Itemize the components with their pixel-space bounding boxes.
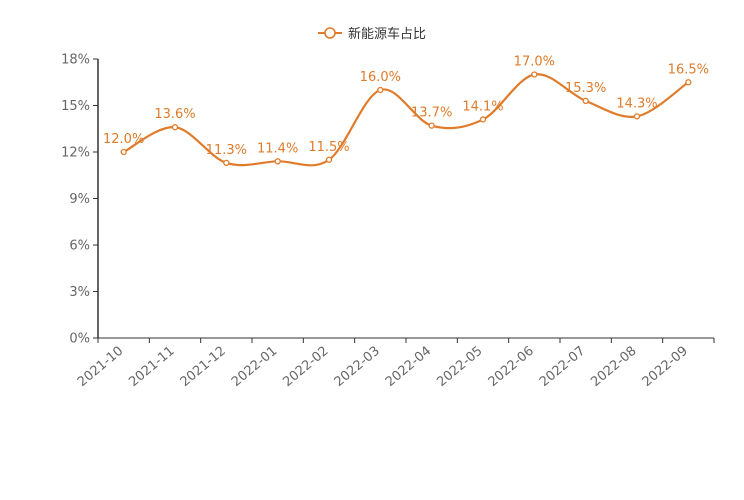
data-point[interactable]	[685, 79, 692, 86]
y-tick-label: 3%	[69, 285, 90, 300]
data-point[interactable]	[223, 159, 230, 167]
x-tick-label: 2022-03	[332, 344, 383, 390]
data-point[interactable]	[531, 71, 538, 78]
x-tick-label: 2022-08	[588, 344, 639, 390]
y-tick-label: 6%	[69, 239, 90, 254]
data-label: 17.0%	[514, 55, 555, 70]
x-tick-label: 2022-02	[280, 344, 331, 390]
y-tick-label: 12%	[61, 146, 90, 161]
data-point[interactable]	[274, 158, 281, 165]
data-label: 14.3%	[616, 96, 657, 111]
data-label: 11.5%	[308, 140, 349, 155]
data-point[interactable]	[633, 113, 641, 120]
x-tick-label: 2021-11	[126, 344, 177, 390]
x-tick-label: 2022-01	[229, 344, 280, 390]
series-layer	[120, 71, 692, 167]
x-tick-label: 2022-05	[434, 344, 485, 390]
data-point[interactable]	[582, 97, 589, 104]
legend[interactable]: 新能源车占比	[318, 26, 426, 42]
x-tick-label: 2022-09	[640, 344, 691, 390]
data-label: 11.3%	[206, 143, 247, 158]
data-label: 16.0%	[360, 70, 401, 85]
y-tick-label: 9%	[69, 192, 90, 207]
x-tick-label: 2022-06	[486, 344, 537, 390]
x-tick-label: 2022-04	[383, 344, 434, 390]
data-label: 15.3%	[565, 81, 606, 96]
x-tick-label: 2022-07	[537, 344, 588, 390]
y-tick-label: 0%	[69, 332, 90, 347]
data-label: 13.7%	[411, 106, 452, 121]
data-point[interactable]	[479, 116, 487, 123]
y-tick-label: 15%	[61, 99, 90, 114]
legend-label: 新能源车占比	[348, 26, 426, 42]
y-tick-label: 18%	[61, 53, 90, 68]
data-label: 12.0%	[103, 132, 144, 147]
data-label: 13.6%	[154, 107, 195, 122]
data-point[interactable]	[428, 122, 435, 129]
data-label: 16.5%	[668, 62, 709, 77]
x-tick-label: 2021-10	[75, 344, 126, 390]
x-tick-label: 2021-12	[178, 344, 229, 390]
data-labels: 12.0% 13.6% 11.3% 11.4% 11.5% 16.0% 13.7% 14.1%…	[103, 55, 709, 158]
data-point[interactable]	[120, 148, 127, 156]
data-point[interactable]	[377, 86, 384, 94]
data-label: 11.4%	[257, 141, 298, 156]
data-label: 14.1%	[462, 99, 503, 114]
data-point[interactable]	[171, 124, 179, 131]
data-point[interactable]	[325, 156, 333, 163]
legend-marker-icon	[324, 27, 336, 39]
